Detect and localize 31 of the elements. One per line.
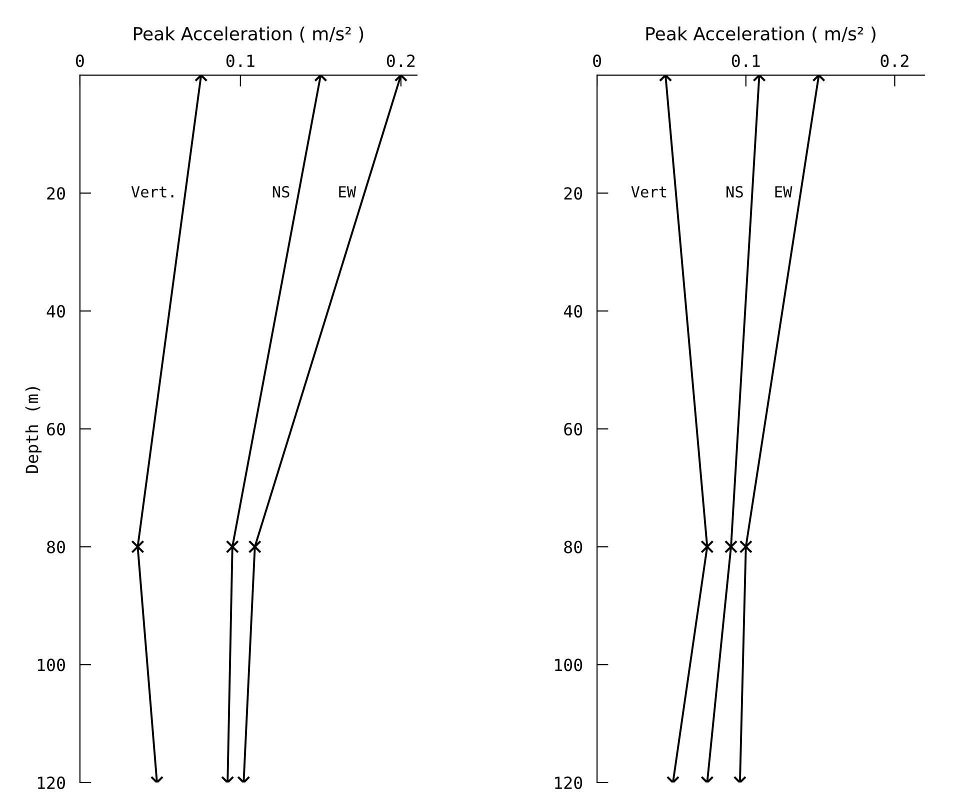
point: [700, 540, 714, 554]
y-tick-label: 100: [38, 658, 65, 672]
series-label: EW: [775, 186, 792, 198]
x-axis-title: Peak Acceleration ( m/s² ): [134, 26, 364, 43]
point: [131, 540, 144, 554]
x-axis-title: Peak Acceleration ( m/s² ): [646, 26, 876, 43]
y-tick-label: 60: [47, 422, 65, 436]
series-label: Vert.: [131, 186, 174, 198]
point: [226, 540, 240, 554]
y-axis-title: Depth (m): [25, 387, 42, 473]
x-tick-label: 0: [76, 54, 84, 68]
y-tick-label: 60: [564, 422, 582, 436]
y-tick-label: 100: [555, 658, 582, 672]
x-tick-label: 0: [593, 54, 601, 68]
y-tick-label: 80: [47, 540, 65, 554]
x-tick-label: 0.1: [226, 54, 254, 68]
y-tick-label: 40: [564, 305, 582, 318]
x-tick-label: 0.2: [386, 54, 415, 68]
y-tick-label: 20: [47, 187, 65, 200]
y-tick-label: 120: [555, 776, 582, 790]
point: [248, 540, 262, 554]
series-label: NS: [726, 186, 743, 198]
x-tick-label: 0.1: [732, 54, 760, 68]
y-tick-label: 40: [46, 305, 65, 318]
y-tick-label: 120: [38, 776, 65, 790]
x-tick-label: 0.2: [880, 54, 908, 68]
series-label: Vert: [631, 186, 666, 198]
series-label: EW: [339, 186, 356, 198]
series-label: NS: [272, 186, 290, 198]
y-tick-label: 80: [564, 540, 582, 554]
y-tick-label: 20: [564, 187, 582, 200]
